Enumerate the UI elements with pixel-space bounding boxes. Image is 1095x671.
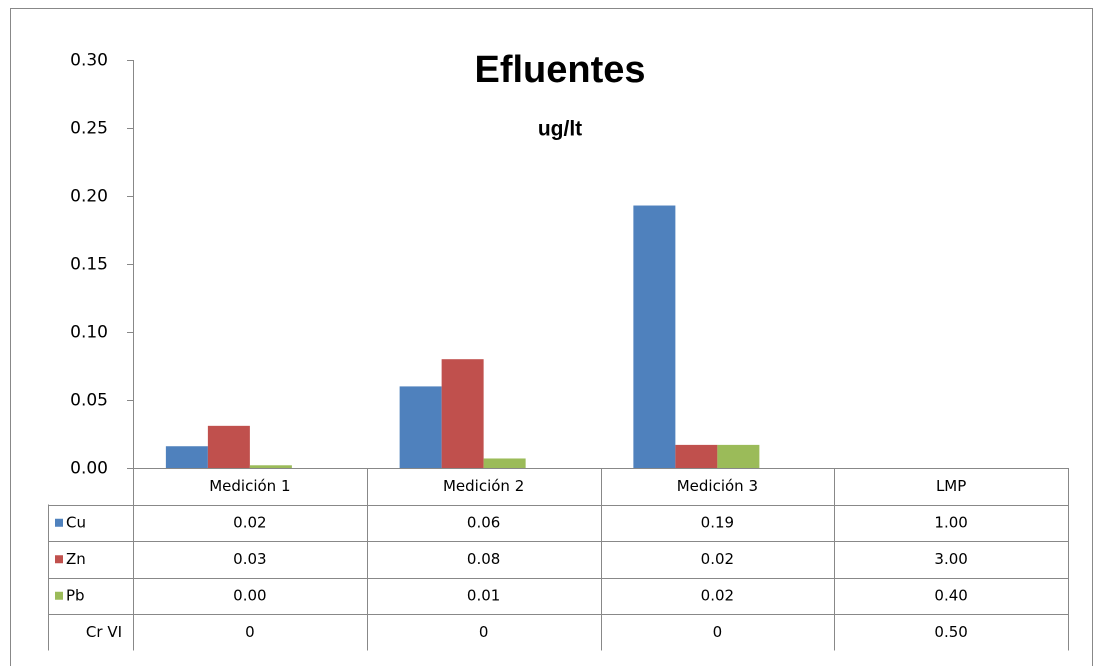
- legend-label: Cr VI: [86, 623, 122, 641]
- bar: [633, 205, 676, 468]
- legend-key: [55, 591, 63, 600]
- bar: [165, 446, 208, 468]
- bar: [441, 359, 484, 468]
- legend-label: Pb: [66, 586, 85, 604]
- data-table-value: 0.00: [233, 586, 266, 604]
- y-tick-label: 0.05: [70, 391, 108, 411]
- data-table-value: 0: [479, 623, 489, 641]
- data-table-value: 1.00: [934, 513, 967, 531]
- bar: [717, 444, 760, 468]
- chart-title: Efluentes: [474, 49, 645, 91]
- bar: [675, 444, 718, 468]
- y-tick-label: 0.20: [70, 187, 108, 207]
- y-tick-label: 0.10: [70, 323, 108, 343]
- legend-label: Cu: [66, 513, 86, 531]
- y-tick-label: 0.30: [70, 51, 108, 71]
- data-table-value: 3.00: [934, 550, 967, 568]
- chart-border: [10, 8, 1093, 671]
- bar: [399, 386, 442, 468]
- bar: [483, 458, 526, 468]
- data-table-value: 0.19: [701, 513, 734, 531]
- bar: [249, 465, 292, 468]
- legend-label: Zn: [66, 550, 86, 568]
- data-table-value: 0.03: [233, 550, 266, 568]
- y-tick-label: 0.25: [70, 119, 108, 139]
- data-table-value: 0.02: [701, 586, 734, 604]
- y-tick-label: 0.00: [70, 459, 108, 479]
- bar: [207, 425, 250, 468]
- data-table-value: 0: [713, 623, 723, 641]
- chart-subtitle: ug/lt: [538, 118, 582, 141]
- data-table-value: 0.01: [467, 586, 500, 604]
- legend-key: [55, 518, 63, 527]
- x-tick-label: LMP: [936, 477, 966, 495]
- data-table-value: 0.08: [467, 550, 500, 568]
- data-table-value: 0.06: [467, 513, 500, 531]
- data-table-value: 0.50: [934, 623, 967, 641]
- data-table-value: 0.40: [934, 586, 967, 604]
- x-tick-label: Medición 2: [443, 477, 524, 495]
- x-tick-label: Medición 3: [677, 477, 758, 495]
- x-tick-label: Medición 1: [209, 477, 290, 495]
- y-tick-label: 0.15: [70, 255, 108, 275]
- data-table-value: 0.02: [233, 513, 266, 531]
- legend-key: [55, 555, 63, 564]
- data-table-value: 0.02: [701, 550, 734, 568]
- data-table-value: 0: [245, 623, 255, 641]
